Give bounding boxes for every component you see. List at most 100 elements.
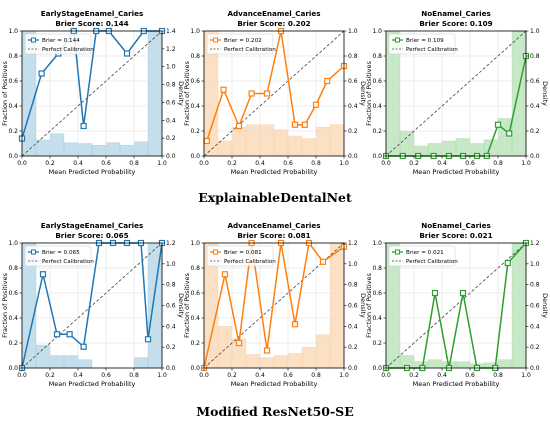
panel-title: NoEnamel_Caries (421, 9, 491, 18)
density-bar (49, 133, 65, 157)
x-tick-label: 0.2 (409, 160, 419, 167)
y-axis-label: Fraction of Positives (1, 60, 9, 125)
calibration-point (144, 336, 152, 343)
density-tick-label: 0.4 (166, 323, 176, 330)
legend-series-marker (213, 37, 218, 43)
calibration-point (123, 50, 131, 57)
density-tick-label: 1.2 (166, 46, 176, 53)
density-bar (49, 355, 65, 369)
legend-calibration-label: Perfect Calibration (224, 47, 276, 53)
y-tick-label: 0.2 (190, 128, 200, 135)
density-tick-label: 0.4 (530, 103, 540, 110)
panel-title: NoEnamel_Caries (421, 221, 491, 230)
density-axis-label: Density (177, 81, 185, 106)
y-tick-label: 0.0 (8, 153, 18, 160)
y-axis-label: Fraction of Positives (1, 272, 9, 337)
panel-subtitle: Brier Score: 0.021 (419, 231, 492, 240)
calibration-point (459, 289, 467, 297)
density-bar (35, 344, 51, 369)
y-tick-label: 0.2 (8, 128, 18, 135)
x-tick-label: 0.2 (409, 372, 419, 379)
density-tick-label: 1.2 (348, 240, 358, 247)
axes-frame (203, 30, 345, 157)
y-tick-label: 0.4 (372, 315, 382, 322)
density-bar (217, 140, 233, 157)
x-tick-label: 1.0 (157, 160, 167, 167)
x-tick-label: 0.0 (17, 372, 27, 379)
density-bar (329, 124, 345, 157)
y-tick-label: 0.0 (8, 365, 18, 372)
density-tick-label: 0.6 (166, 99, 176, 106)
density-tick-label: 0.8 (348, 282, 358, 289)
y-tick-label: 0.6 (8, 290, 18, 297)
density-tick-label: 1.2 (530, 240, 540, 247)
density-bar (315, 334, 331, 369)
density-bar (259, 357, 275, 369)
calibration-point (506, 130, 513, 137)
calibration-point (203, 137, 210, 145)
legend-box (24, 245, 92, 267)
legend-calibration-label: Perfect Calibration (406, 47, 458, 53)
density-bar (91, 145, 107, 157)
density-bar (301, 346, 317, 369)
x-tick-label: 0.8 (493, 372, 503, 379)
x-tick-label: 0.6 (465, 160, 475, 167)
calibration-point (263, 347, 271, 354)
x-axis-label: Mean Predicted Probability (231, 168, 318, 176)
density-tick-label: 0.8 (530, 53, 540, 60)
density-bar (315, 127, 331, 157)
perfect-calibration-line (385, 242, 527, 369)
density-bar (329, 242, 345, 369)
panel-title: AdvanceEnamel_Caries (227, 221, 320, 230)
y-tick-label: 0.2 (190, 340, 200, 347)
x-tick-label: 0.2 (45, 160, 55, 167)
y-tick-label: 0.6 (372, 290, 382, 297)
density-axis-label: Density (359, 81, 367, 106)
y-tick-label: 1.0 (8, 28, 18, 35)
x-tick-label: 0.0 (17, 160, 27, 167)
y-tick-label: 0.4 (8, 315, 18, 322)
y-tick-label: 0.6 (372, 78, 382, 85)
y-tick-label: 0.4 (372, 103, 382, 110)
y-tick-label: 0.0 (190, 153, 200, 160)
perfect-calibration-line (21, 30, 163, 157)
x-axis-label: Mean Predicted Probability (413, 168, 500, 176)
x-tick-label: 0.8 (129, 372, 139, 379)
calibration-point (39, 271, 47, 278)
density-axis-label: Density (359, 293, 367, 318)
calibration-point (494, 121, 502, 128)
perfect-calibration-line (203, 30, 345, 157)
panel-title: AdvanceEnamel_Caries (227, 9, 320, 18)
density-tick-label: 0.2 (348, 344, 358, 351)
legend-calibration-label: Perfect Calibration (224, 259, 276, 265)
y-tick-label: 0.8 (8, 53, 18, 60)
x-tick-label: 0.4 (255, 372, 265, 379)
calibration-panel: 0.0 0.2 0.4 0.6 0.8 1.00.00.20.40.60.81.00.00… (1, 221, 185, 388)
panel-subtitle: Brier Score: 0.081 (237, 231, 310, 240)
x-tick-label: 0.6 (283, 372, 293, 379)
density-axis-label: Density (177, 293, 185, 318)
y-tick-label: 0.4 (8, 103, 18, 110)
density-tick-label: 0.8 (348, 53, 358, 60)
calibration-point (221, 271, 229, 278)
x-tick-label: 0.8 (311, 372, 321, 379)
x-tick-label: 0.0 (381, 160, 391, 167)
density-bar (273, 129, 289, 157)
calibration-point (235, 122, 243, 130)
density-tick-label: 0.0 (530, 153, 540, 160)
x-tick-label: 0.4 (255, 160, 265, 167)
x-tick-label: 0.4 (73, 372, 83, 379)
x-tick-label: 0.8 (311, 160, 321, 167)
y-tick-label: 1.0 (8, 240, 18, 247)
perfect-calibration-line (21, 242, 163, 369)
density-tick-label: 0.0 (166, 365, 176, 372)
x-tick-label: 1.0 (521, 372, 531, 379)
x-tick-label: 1.0 (157, 372, 167, 379)
density-bar (119, 145, 135, 157)
density-bar (301, 138, 317, 157)
density-bar (63, 355, 79, 369)
x-tick-label: 0.6 (283, 160, 293, 167)
density-tick-label: 0.0 (348, 365, 358, 372)
y-axis-label: Fraction of Positives (365, 272, 373, 337)
